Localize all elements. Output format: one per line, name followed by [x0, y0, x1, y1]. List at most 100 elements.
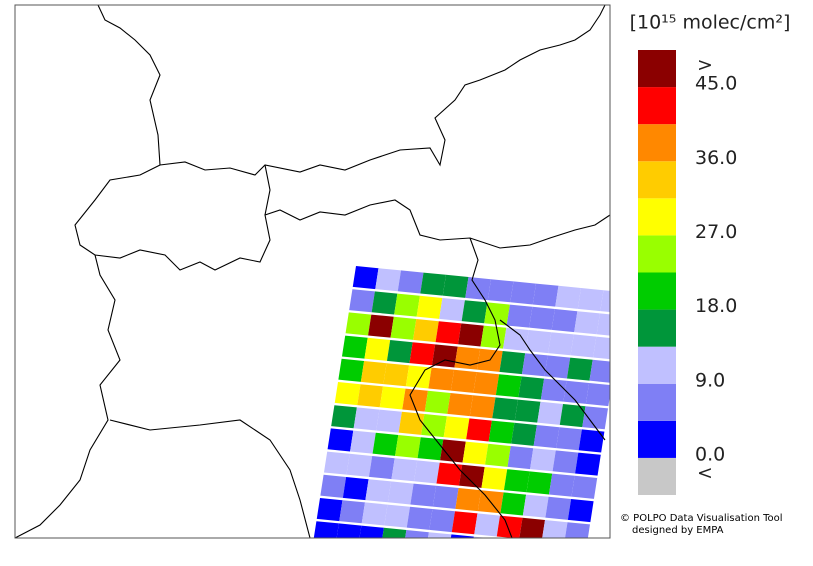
pixel [384, 504, 410, 528]
pixel [451, 511, 478, 535]
pixel [368, 314, 394, 338]
pixel [442, 274, 469, 298]
colorbar-box [638, 124, 676, 162]
pixel [577, 288, 604, 312]
pixel [410, 483, 437, 507]
colorbar-unit: [10¹⁵ molec/cm²] [630, 12, 791, 34]
pixel [424, 390, 451, 414]
pixel [379, 386, 406, 410]
pixel [364, 337, 391, 361]
pixel [503, 469, 530, 493]
pixel [461, 300, 488, 324]
pixel [521, 353, 548, 377]
pixel [372, 432, 399, 456]
pixel [417, 437, 444, 461]
coastline-italy [409, 237, 513, 539]
colorbar-tick-label: 18.0 [695, 295, 737, 317]
map-frame [14, 4, 611, 539]
pixel [566, 357, 593, 381]
colorbar-box [638, 457, 676, 495]
pixel [506, 304, 533, 328]
pixel [458, 464, 485, 488]
pixel [493, 539, 519, 562]
pixel [361, 502, 388, 526]
pixel [530, 448, 556, 472]
pixel [413, 319, 439, 343]
pixel [540, 378, 567, 402]
pixel [365, 479, 392, 503]
pixel [518, 376, 545, 400]
pixel [398, 411, 425, 435]
pixel [582, 406, 608, 430]
pixel [313, 521, 339, 538]
pixel [350, 430, 376, 454]
pixel [420, 272, 446, 296]
pixel [402, 388, 428, 412]
pixel [450, 534, 474, 538]
pixel [394, 293, 420, 317]
pixel [320, 474, 347, 498]
border-alps [94, 199, 611, 271]
pixel [447, 393, 473, 417]
pixel [496, 515, 523, 538]
pixel [474, 513, 500, 537]
colorbar-box [638, 235, 676, 273]
pixel [391, 458, 418, 482]
pixel [432, 485, 459, 509]
pixel [429, 509, 455, 533]
pixel [375, 268, 401, 292]
pixel [555, 285, 581, 309]
coastline-ligurian [109, 419, 311, 539]
colorbar-box [638, 198, 676, 236]
pixel [532, 283, 559, 307]
pixel [533, 425, 560, 449]
pixel [395, 435, 421, 459]
pixel [567, 499, 594, 523]
colorbar-box [638, 161, 676, 199]
pixel [413, 460, 440, 484]
pixel [538, 543, 564, 566]
pixel [339, 500, 365, 524]
colorbar-tick-label: 9.0 [695, 369, 725, 391]
pixel [469, 395, 496, 419]
pixel [349, 289, 375, 313]
pixel [454, 346, 481, 370]
pixel [487, 279, 514, 303]
pixel [522, 494, 549, 518]
colorbar-box [638, 309, 676, 347]
pixel [386, 340, 413, 364]
pixel [485, 443, 511, 467]
pixel [565, 522, 590, 538]
pixel [563, 380, 590, 404]
pixel [537, 401, 563, 425]
pixel [544, 355, 571, 379]
pixel [514, 399, 541, 423]
pixel [473, 372, 500, 396]
pixel [548, 473, 575, 497]
borders [14, 4, 611, 539]
pixel [421, 414, 447, 438]
colorbar-box [638, 420, 676, 458]
pixel [455, 488, 482, 512]
pixel [439, 298, 465, 322]
pixel [360, 361, 387, 385]
pixel [387, 481, 414, 505]
pixel [561, 545, 587, 566]
pixel [545, 496, 572, 520]
pixel [600, 290, 610, 313]
pixel [316, 498, 343, 522]
pixel [435, 321, 462, 345]
colorbar: 0.0 9.0 18.0 27.0 36.0 45.0> < [638, 50, 737, 495]
pixel [405, 365, 432, 389]
pixel [390, 316, 417, 340]
pixel [342, 477, 369, 501]
credit-line: designed by EMPA [632, 525, 724, 536]
pixel [357, 384, 383, 408]
pixel [492, 397, 518, 421]
pixel [510, 281, 536, 305]
pixel [519, 517, 545, 538]
pixel [574, 311, 600, 335]
pixel [559, 404, 586, 428]
pixel [331, 405, 357, 429]
colorbar-box [638, 346, 676, 384]
